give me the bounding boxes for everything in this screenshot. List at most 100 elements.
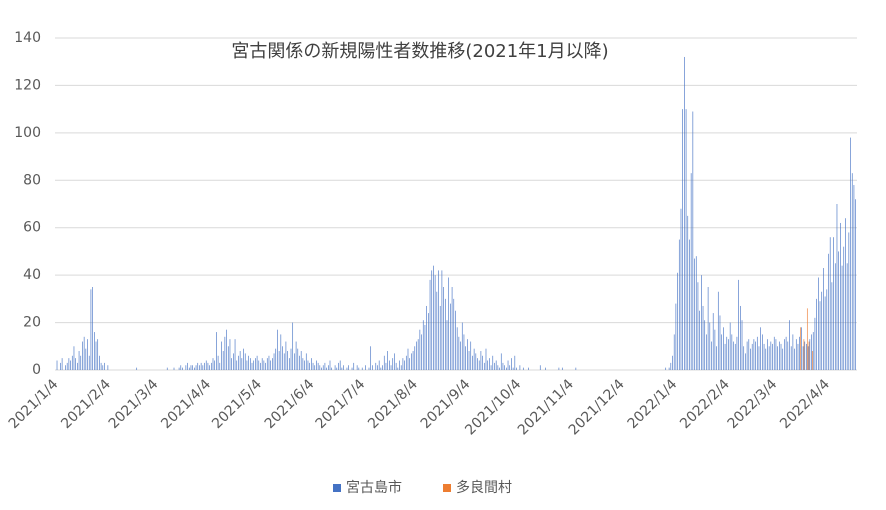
chart-title: 宮古関係の新規陽性者数推移(2021年1月以降) xyxy=(231,41,608,62)
bar xyxy=(368,367,370,370)
bar xyxy=(485,348,487,370)
bar xyxy=(692,111,694,370)
bar xyxy=(194,367,195,370)
bar xyxy=(779,341,780,370)
bar xyxy=(375,362,377,370)
bar xyxy=(848,232,850,370)
bar xyxy=(455,310,456,370)
bar xyxy=(707,287,709,370)
bar xyxy=(227,346,229,370)
bar xyxy=(417,339,419,370)
bar xyxy=(209,365,210,370)
bar xyxy=(780,343,782,370)
bar xyxy=(88,355,90,370)
bar xyxy=(850,137,851,370)
bar xyxy=(714,329,716,370)
bar xyxy=(256,355,258,370)
bar xyxy=(465,346,466,370)
bar xyxy=(833,237,834,370)
bar xyxy=(204,362,205,370)
bar xyxy=(312,362,314,370)
bar xyxy=(414,346,416,370)
bar xyxy=(71,355,73,370)
bar xyxy=(241,358,243,370)
bar xyxy=(767,339,768,370)
bar xyxy=(397,367,399,370)
bar xyxy=(512,367,514,370)
bar xyxy=(260,362,261,370)
bar xyxy=(751,343,753,370)
bar xyxy=(689,239,690,370)
bar xyxy=(305,353,307,370)
bar xyxy=(348,365,349,370)
bar xyxy=(188,367,190,370)
bar xyxy=(746,341,748,370)
bar xyxy=(336,367,338,370)
bar xyxy=(87,339,88,370)
bar xyxy=(307,360,309,370)
bar xyxy=(724,343,726,370)
bar xyxy=(431,270,433,370)
bar xyxy=(772,343,773,370)
y-tick-label: 140 xyxy=(14,30,41,46)
bar xyxy=(416,341,417,370)
bar xyxy=(694,258,695,370)
bar xyxy=(73,346,75,370)
bar xyxy=(804,341,806,370)
bar xyxy=(233,353,234,370)
y-tick-label: 40 xyxy=(23,267,41,283)
bar xyxy=(773,336,775,370)
bar xyxy=(441,270,443,370)
bar xyxy=(446,320,448,370)
bar xyxy=(816,298,817,370)
bar xyxy=(463,334,465,370)
bar xyxy=(390,365,392,370)
bar xyxy=(187,362,188,370)
y-tick-label: 60 xyxy=(23,220,41,236)
bar xyxy=(712,313,714,370)
bar xyxy=(675,303,677,370)
bar xyxy=(516,367,517,370)
bar xyxy=(500,353,502,370)
bar xyxy=(331,367,333,370)
bar xyxy=(290,348,292,370)
bar xyxy=(93,332,95,370)
bar xyxy=(706,334,707,370)
bar xyxy=(288,358,290,370)
bar xyxy=(216,332,217,370)
bar xyxy=(327,365,329,370)
bar xyxy=(436,291,438,370)
bar xyxy=(178,367,180,370)
bar xyxy=(402,358,404,370)
bar xyxy=(770,341,772,370)
bar xyxy=(840,222,841,370)
bar xyxy=(75,358,76,370)
bar xyxy=(818,277,819,370)
bar xyxy=(789,320,790,370)
bar xyxy=(790,346,792,370)
bar xyxy=(282,346,283,370)
bar xyxy=(239,351,241,370)
bar xyxy=(814,317,816,370)
bar xyxy=(487,360,489,370)
bar xyxy=(453,298,455,370)
bar xyxy=(702,305,704,370)
bar xyxy=(317,362,319,370)
bar xyxy=(545,367,546,370)
bar xyxy=(509,365,511,370)
bar xyxy=(166,367,168,370)
bar xyxy=(407,348,409,370)
bar xyxy=(665,367,667,370)
legend-label: 宮古島市 xyxy=(346,479,402,496)
bar xyxy=(821,291,823,370)
bar xyxy=(180,365,182,370)
bar xyxy=(380,367,382,370)
bar xyxy=(806,343,807,370)
bar xyxy=(782,348,784,370)
bar xyxy=(182,367,183,370)
bar xyxy=(829,237,831,370)
bar xyxy=(83,336,85,370)
bar xyxy=(668,367,670,370)
bar xyxy=(322,365,324,370)
bar xyxy=(519,365,521,370)
